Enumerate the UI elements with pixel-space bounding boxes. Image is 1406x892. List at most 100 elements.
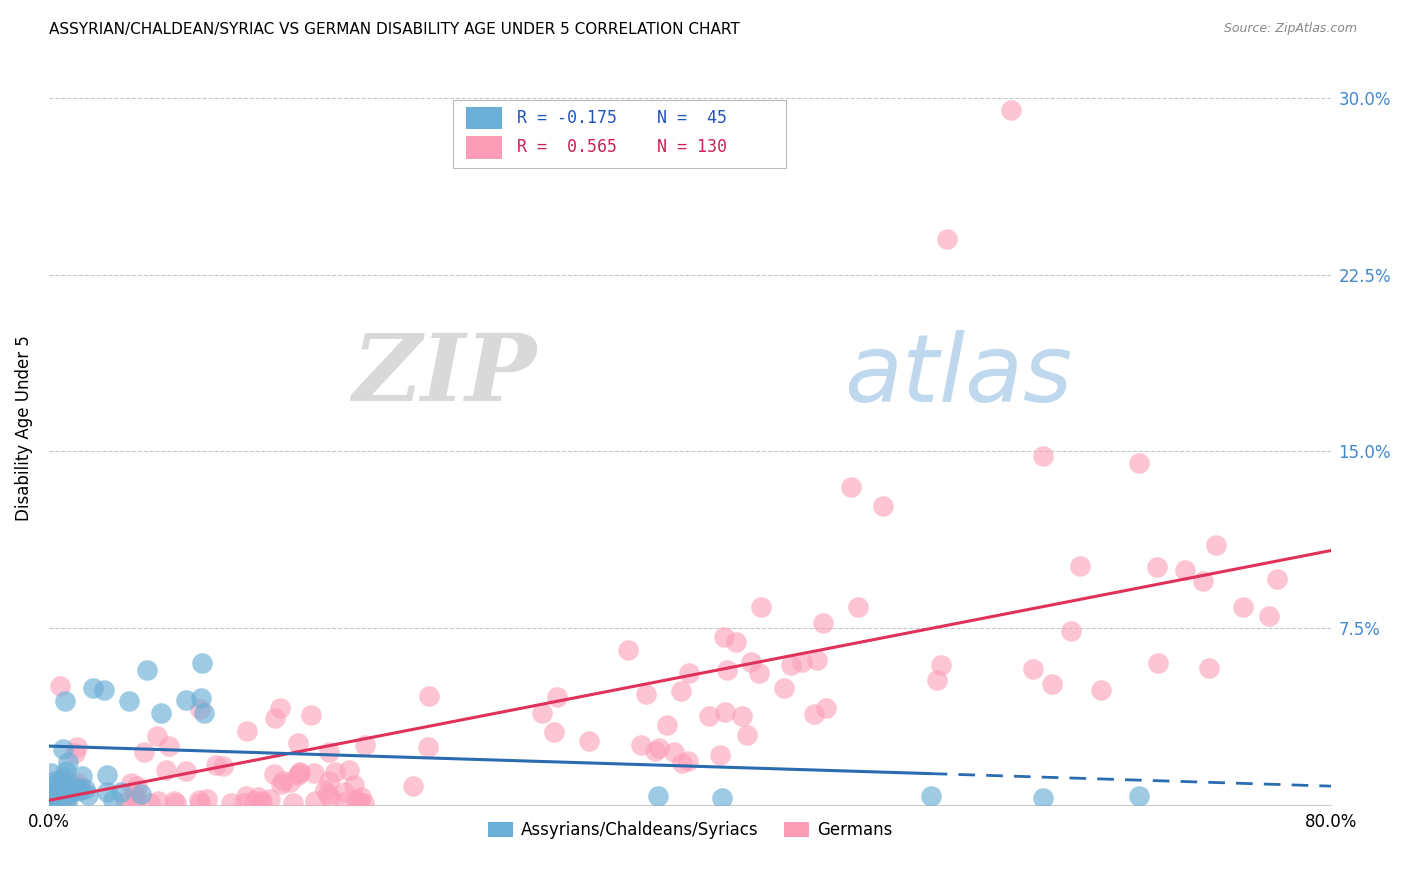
Point (165, 796, 187, 810)
Point (44, 774, 66, 789)
Point (713, 630, 735, 644)
Point (748, 665, 770, 680)
Point (740, 655, 762, 669)
Point (55, 790, 77, 805)
Point (323, 765, 346, 780)
Point (1040, 676, 1063, 690)
Bar (465, 136, 502, 159)
Point (148, 794, 170, 808)
Point (772, 681, 794, 696)
Point (1022, 662, 1045, 676)
Point (195, 791, 218, 805)
Point (259, 792, 281, 806)
Point (1205, 538, 1227, 552)
Point (288, 765, 311, 780)
Point (347, 795, 370, 809)
Point (318, 773, 340, 788)
Point (299, 707, 322, 722)
Point (55, 764, 77, 778)
Point (77, 788, 100, 802)
Point (343, 779, 366, 793)
Point (304, 794, 326, 808)
Point (927, 673, 949, 688)
Point (730, 708, 752, 723)
Point (287, 768, 309, 782)
Point (150, 706, 173, 721)
Point (316, 787, 339, 801)
Point (49, 679, 72, 693)
Point (353, 796, 375, 810)
Point (288, 765, 311, 780)
Point (52, 742, 75, 756)
Point (1146, 560, 1168, 574)
Point (174, 764, 197, 778)
Point (671, 756, 693, 770)
Point (236, 724, 259, 739)
Point (530, 706, 553, 720)
Point (48, 772, 70, 787)
Point (56, 755, 79, 769)
Point (232, 796, 254, 810)
Point (125, 792, 148, 806)
Point (304, 765, 326, 780)
Point (314, 783, 336, 797)
Point (636, 687, 658, 701)
Point (669, 684, 692, 698)
Point (806, 653, 828, 667)
Point (1265, 572, 1288, 586)
Point (120, 775, 142, 789)
Point (648, 741, 671, 756)
Bar (465, 106, 502, 129)
Point (155, 763, 177, 777)
Point (122, 786, 145, 800)
Point (129, 787, 152, 801)
Point (647, 789, 669, 803)
Point (46, 781, 69, 796)
Point (1032, 791, 1054, 805)
Point (250, 796, 273, 810)
Point (935, 232, 957, 246)
Point (735, 728, 758, 742)
Point (418, 690, 440, 704)
Point (920, 789, 942, 803)
Point (724, 635, 747, 649)
Point (127, 779, 149, 793)
Point (39, 789, 62, 804)
Point (337, 763, 360, 777)
Point (1232, 600, 1254, 615)
FancyBboxPatch shape (453, 100, 786, 168)
Point (1032, 449, 1054, 463)
Point (56, 775, 79, 789)
Point (662, 745, 685, 759)
Point (191, 656, 214, 670)
Point (69, 780, 91, 795)
Point (1128, 789, 1150, 803)
Point (157, 739, 180, 754)
Point (269, 701, 291, 715)
Point (792, 655, 814, 669)
Point (69, 782, 91, 797)
Point (46, 783, 69, 797)
Point (1060, 624, 1083, 638)
Point (280, 774, 302, 789)
Point (1069, 559, 1091, 574)
Text: ZIP: ZIP (352, 330, 536, 420)
Point (132, 745, 155, 759)
Point (110, 785, 132, 799)
Point (122, 796, 145, 810)
Point (114, 795, 136, 809)
Point (250, 794, 273, 808)
Point (749, 600, 772, 615)
Point (546, 690, 568, 704)
Point (41, 796, 63, 810)
Point (803, 706, 825, 721)
Point (354, 738, 377, 752)
Text: atlas: atlas (844, 329, 1073, 420)
Point (676, 754, 699, 768)
Point (188, 796, 211, 810)
Point (93, 682, 115, 697)
Point (402, 780, 425, 794)
Point (162, 794, 184, 808)
Point (711, 791, 734, 805)
Point (188, 702, 211, 716)
